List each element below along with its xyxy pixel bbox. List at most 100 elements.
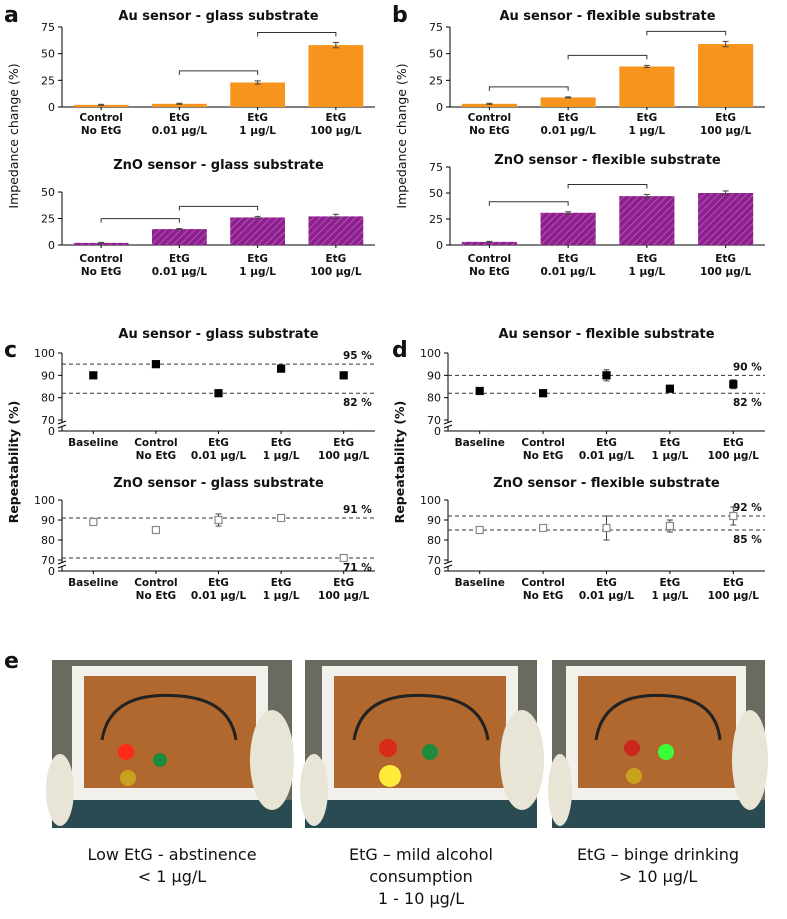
y-tick-label: 70 bbox=[427, 414, 441, 427]
reference-label: 85 % bbox=[733, 534, 762, 546]
point bbox=[277, 364, 286, 373]
x-tick-label: EtG 0.01 μg/L bbox=[540, 253, 596, 278]
bar bbox=[308, 45, 364, 107]
photo bbox=[46, 660, 294, 828]
photo bbox=[548, 660, 768, 828]
y-tick-label: 0 bbox=[436, 101, 443, 114]
y-tick-label: 50 bbox=[41, 186, 55, 199]
reference-label: 91 % bbox=[343, 504, 372, 516]
y-tick-label: 100 bbox=[34, 347, 55, 360]
point bbox=[538, 389, 548, 398]
x-tick-label: EtG 0.01 μg/L bbox=[579, 577, 635, 602]
y-tick-label: 0 bbox=[48, 565, 55, 578]
bar bbox=[619, 66, 675, 107]
x-tick-label: Baseline bbox=[455, 577, 505, 589]
y-tick-label: 70 bbox=[427, 554, 441, 567]
point bbox=[602, 371, 611, 380]
panel-label: c bbox=[4, 338, 17, 363]
y-tick-label: 50 bbox=[41, 48, 55, 61]
reference-label: 71 % bbox=[343, 562, 372, 574]
chart-title: Au sensor - glass substrate bbox=[118, 9, 318, 24]
point bbox=[665, 384, 675, 393]
x-tick-label: EtG 1 μg/L bbox=[652, 437, 689, 462]
reference-label: 92 % bbox=[733, 502, 762, 514]
point bbox=[729, 511, 738, 521]
x-tick-label: Control No EtG bbox=[521, 437, 564, 462]
x-tick-label: EtG 100 μg/L bbox=[310, 112, 362, 137]
bar bbox=[540, 212, 596, 245]
x-tick-label: Control No EtG bbox=[468, 253, 511, 278]
y-tick-label: 80 bbox=[41, 392, 55, 405]
y-tick-label: 25 bbox=[429, 213, 443, 226]
photo-caption: < 1 μg/L bbox=[138, 867, 206, 886]
x-tick-label: Control No EtG bbox=[468, 112, 511, 137]
y-tick-label: 0 bbox=[48, 239, 55, 252]
panel-label: a bbox=[4, 3, 19, 28]
bar bbox=[73, 104, 129, 107]
significance-bracket bbox=[488, 86, 569, 91]
photo-caption: EtG – binge drinking bbox=[577, 845, 739, 864]
x-tick-label: Control No EtG bbox=[521, 577, 564, 602]
y-tick-label: 25 bbox=[41, 213, 55, 226]
point bbox=[214, 389, 223, 398]
y-tick-label: 75 bbox=[41, 21, 55, 34]
y-tick-label: 50 bbox=[429, 187, 443, 200]
bar bbox=[73, 242, 129, 245]
y-tick-label: 0 bbox=[436, 239, 443, 252]
x-tick-label: Baseline bbox=[68, 437, 118, 449]
bar bbox=[230, 82, 286, 107]
x-tick-label: EtG 1 μg/L bbox=[629, 112, 666, 137]
x-tick-label: EtG 1 μg/L bbox=[652, 577, 689, 602]
y-tick-label: 25 bbox=[41, 74, 55, 87]
significance-bracket bbox=[257, 31, 337, 37]
y-tick-label: 80 bbox=[427, 392, 441, 405]
y-tick-label: 100 bbox=[34, 494, 55, 507]
y-tick-label: 0 bbox=[434, 565, 441, 578]
point bbox=[665, 521, 675, 531]
x-tick-label: EtG 100 μg/L bbox=[310, 253, 362, 278]
significance-bracket bbox=[567, 184, 648, 189]
panel-label: d bbox=[392, 338, 408, 363]
x-tick-label: EtG 100 μg/L bbox=[708, 577, 760, 602]
y-tick-label: 100 bbox=[420, 347, 441, 360]
bar bbox=[461, 241, 517, 245]
axis-break bbox=[443, 420, 453, 429]
point bbox=[151, 360, 160, 369]
x-tick-label: EtG 1 μg/L bbox=[629, 253, 666, 278]
y-tick-label: 90 bbox=[427, 514, 441, 527]
y-tick-label: 75 bbox=[429, 161, 443, 174]
photo-caption: Low EtG - abstinence bbox=[87, 845, 256, 864]
bar bbox=[698, 193, 754, 245]
y-axis-label: Repeatability (%) bbox=[6, 401, 21, 524]
point bbox=[475, 386, 484, 396]
point bbox=[89, 371, 98, 380]
x-tick-label: Control No EtG bbox=[79, 112, 122, 137]
chart-title: Au sensor - flexible substrate bbox=[499, 9, 715, 24]
bar bbox=[461, 103, 517, 107]
panel-label: b bbox=[392, 3, 408, 28]
y-tick-label: 25 bbox=[429, 74, 443, 87]
chart-title: Au sensor - glass substrate bbox=[118, 327, 318, 342]
x-tick-label: EtG 100 μg/L bbox=[700, 112, 752, 137]
x-tick-label: EtG 1 μg/L bbox=[263, 437, 300, 462]
point bbox=[89, 517, 98, 527]
reference-label: 95 % bbox=[343, 350, 372, 362]
photo-caption: > 10 μg/L bbox=[619, 867, 698, 886]
x-tick-label: EtG 100 μg/L bbox=[318, 577, 370, 602]
point bbox=[151, 525, 160, 535]
point bbox=[729, 380, 738, 389]
bar bbox=[619, 196, 675, 245]
y-tick-label: 50 bbox=[429, 48, 443, 61]
significance-bracket bbox=[646, 30, 727, 36]
panel-label: e bbox=[4, 649, 19, 674]
point bbox=[475, 525, 484, 535]
y-tick-label: 90 bbox=[427, 369, 441, 382]
point bbox=[339, 553, 348, 563]
reference-label: 90 % bbox=[733, 361, 762, 373]
reference-label: 82 % bbox=[733, 397, 762, 409]
significance-bracket bbox=[178, 205, 259, 211]
bar bbox=[698, 44, 754, 107]
x-tick-label: Control No EtG bbox=[79, 253, 122, 278]
bar bbox=[230, 217, 286, 245]
